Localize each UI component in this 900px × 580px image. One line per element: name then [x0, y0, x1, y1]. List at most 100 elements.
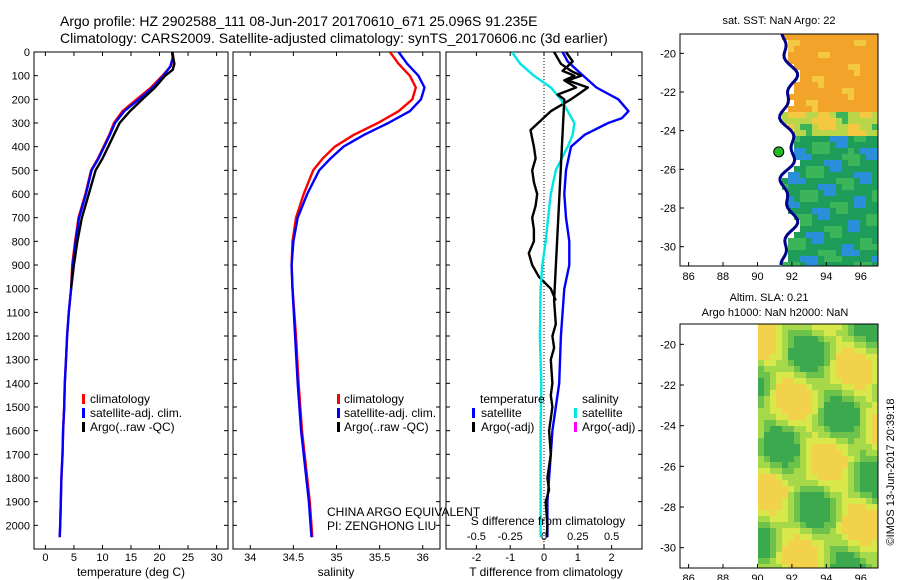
- sst-cell: [806, 100, 812, 106]
- sst-cell: [794, 250, 800, 256]
- sst-cell: [818, 118, 824, 124]
- sla-cell: [758, 456, 764, 462]
- sst-cell: [866, 238, 872, 244]
- sst-cell: [830, 46, 836, 52]
- sst-cell: [866, 106, 872, 112]
- sla-cell: [770, 510, 776, 516]
- sst-cell: [836, 82, 842, 88]
- sla-cell: [770, 450, 776, 456]
- sst-cell: [836, 94, 842, 100]
- sla-cell: [848, 456, 854, 462]
- sla-cell: [770, 522, 776, 528]
- sst-cell: [848, 118, 854, 124]
- sla-cell: [818, 366, 824, 372]
- sla-cell: [764, 462, 770, 468]
- sst-cell: [818, 46, 824, 52]
- sst-cell: [800, 238, 806, 244]
- sst-cell: [872, 190, 878, 196]
- sst-cell: [842, 118, 848, 124]
- sst-cell: [800, 202, 806, 208]
- sst-cell: [854, 46, 860, 52]
- sst-cell: [872, 184, 878, 190]
- sla-cell: [818, 336, 824, 342]
- sla-cell: [830, 420, 836, 426]
- sst-cell: [812, 166, 818, 172]
- sla-cell: [830, 546, 836, 552]
- sla-cell: [770, 384, 776, 390]
- sla-cell: [764, 366, 770, 372]
- sst-cell: [872, 112, 878, 118]
- sla-cell: [794, 414, 800, 420]
- sst-cell: [860, 70, 866, 76]
- sst-cell: [830, 178, 836, 184]
- x-tick-label: 0: [541, 552, 547, 564]
- s-tick-label: 0.25: [567, 531, 588, 543]
- sla-cell: [782, 396, 788, 402]
- sla-cell: [872, 354, 878, 360]
- sla-cell: [782, 336, 788, 342]
- sst-cell: [842, 256, 848, 262]
- sla-cell: [866, 330, 872, 336]
- sla-cell: [848, 462, 854, 468]
- sla-cell: [842, 444, 848, 450]
- sla-cell: [824, 408, 830, 414]
- sla-cell: [830, 396, 836, 402]
- sst-cell: [860, 76, 866, 82]
- sst-cell: [866, 76, 872, 82]
- sst-cell: [818, 166, 824, 172]
- sla-cell: [848, 324, 854, 330]
- sla-cell: [830, 516, 836, 522]
- sla-cell: [806, 450, 812, 456]
- sst-cell: [860, 124, 866, 130]
- sst-cell: [854, 76, 860, 82]
- sst-cell: [800, 172, 806, 178]
- sla-cell: [764, 396, 770, 402]
- sst-cell: [860, 46, 866, 52]
- sst-cell: [848, 142, 854, 148]
- sla-cell: [806, 552, 812, 558]
- sst-cell: [872, 172, 878, 178]
- sla-cell: [776, 450, 782, 456]
- temperature-axis: 0 5 10 15 20 25 300100200300400500600700800900…: [6, 47, 228, 564]
- sla-cell: [806, 432, 812, 438]
- sla-cell: [860, 498, 866, 504]
- sla-cell: [866, 432, 872, 438]
- sla-cell: [872, 342, 878, 348]
- sla-cell: [854, 486, 860, 492]
- sst-cell: [866, 58, 872, 64]
- sla-cell: [800, 384, 806, 390]
- sst-cell: [860, 40, 866, 46]
- difference-plot-frame: [445, 51, 643, 550]
- sla-cell: [788, 516, 794, 522]
- sla-cell: [758, 492, 764, 498]
- sla-cell: [806, 408, 812, 414]
- sla-cell: [770, 546, 776, 552]
- sst-cell: [830, 202, 836, 208]
- sla-cell: [830, 558, 836, 564]
- sla-cell: [854, 378, 860, 384]
- sst-cell: [872, 52, 878, 58]
- sst-cell: [824, 238, 830, 244]
- sla-cell: [830, 474, 836, 480]
- sla-cell: [872, 324, 878, 330]
- sst-cell: [788, 46, 794, 52]
- sst-cell: [848, 100, 854, 106]
- sst-cell: [872, 220, 878, 226]
- x-tick-label: 86: [682, 271, 694, 283]
- sst-cell: [806, 154, 812, 160]
- sla-cell: [836, 486, 842, 492]
- sla-cell: [782, 528, 788, 534]
- sla-cell: [812, 474, 818, 480]
- sla-cell: [812, 456, 818, 462]
- sla-cell: [818, 396, 824, 402]
- sst-cell: [836, 172, 842, 178]
- sst-cell: [860, 232, 866, 238]
- sla-cell: [794, 360, 800, 366]
- sst-cell: [866, 124, 872, 130]
- sla-cell: [788, 510, 794, 516]
- sla-cell: [776, 486, 782, 492]
- sla-cell: [848, 516, 854, 522]
- sst-cell: [854, 208, 860, 214]
- sst-cell: [824, 136, 830, 142]
- sla-cell: [818, 408, 824, 414]
